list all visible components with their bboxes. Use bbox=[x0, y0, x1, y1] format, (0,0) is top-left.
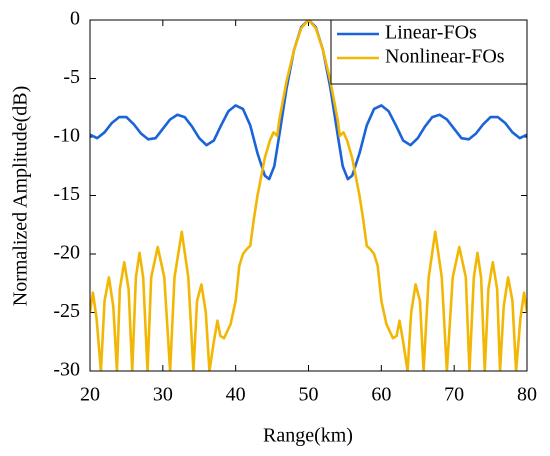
y-tick-label: 0 bbox=[70, 8, 80, 30]
x-tick-label: 40 bbox=[226, 384, 246, 406]
legend-label: Linear-FOs bbox=[385, 22, 477, 44]
y-tick-label: -20 bbox=[53, 242, 80, 264]
plot-frame bbox=[89, 19, 528, 372]
y-tick-label: -10 bbox=[53, 125, 80, 147]
x-axis-label: Range(km) bbox=[263, 425, 353, 447]
y-tick-label: -5 bbox=[63, 66, 80, 88]
x-tick-label: 20 bbox=[80, 384, 100, 406]
legend-label: Nonlinear-FOs bbox=[385, 46, 505, 68]
line-series bbox=[90, 20, 527, 371]
y-tick-label: -30 bbox=[53, 359, 80, 381]
y-axis-label: Normalized Amplitude(dB) bbox=[10, 86, 32, 307]
x-tick-label: 80 bbox=[517, 384, 537, 406]
x-tick-label: 30 bbox=[153, 384, 173, 406]
legend-box bbox=[330, 19, 528, 85]
x-tick-label: 70 bbox=[444, 384, 464, 406]
y-tick-label: -15 bbox=[53, 183, 80, 205]
x-tick-label: 50 bbox=[299, 384, 319, 406]
x-tick-label: 60 bbox=[371, 384, 391, 406]
line-series bbox=[90, 20, 527, 181]
y-tick-label: -25 bbox=[53, 300, 80, 322]
